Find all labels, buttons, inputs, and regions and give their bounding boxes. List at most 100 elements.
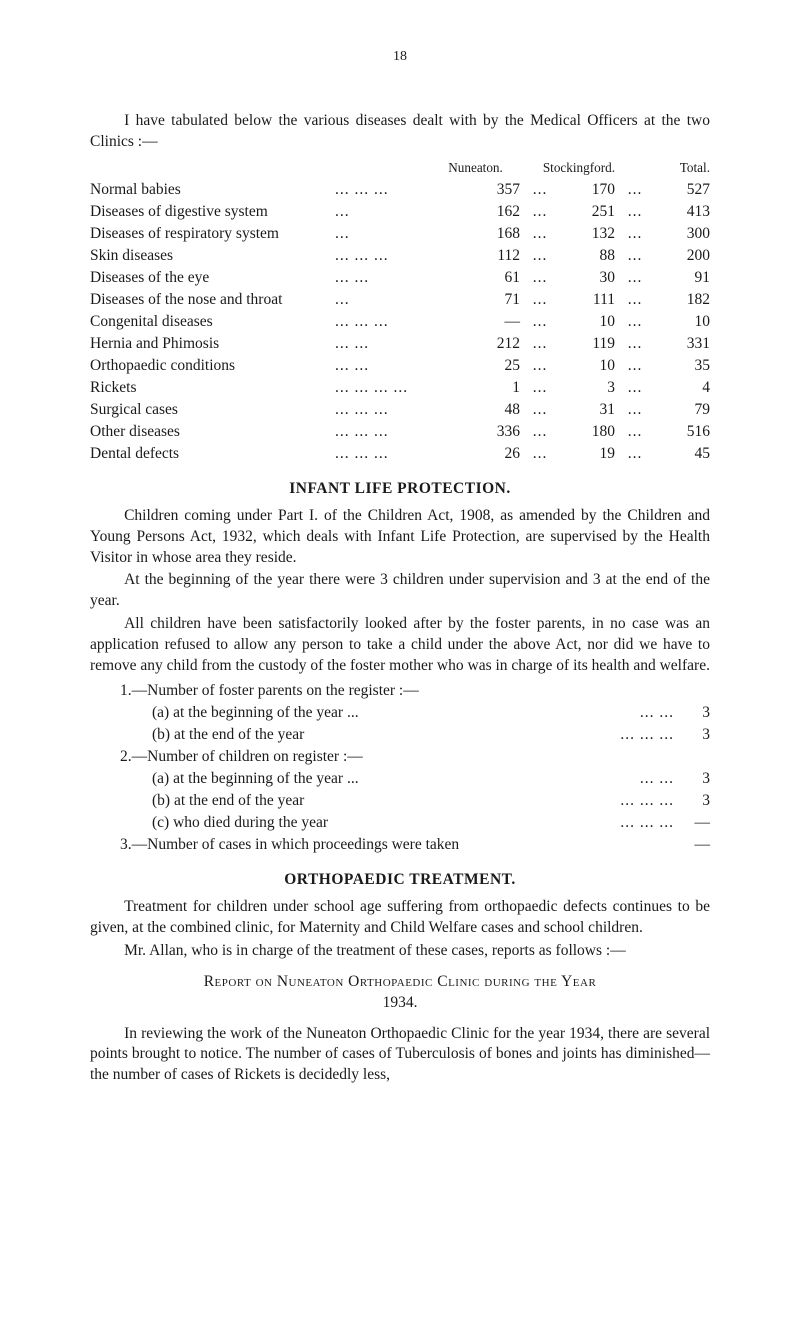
infant-p1: Children coming under Part I. of the Chi… (90, 506, 710, 569)
cell-nuneaton: 112 (465, 245, 520, 267)
row-label: Diseases of the nose and throat (90, 289, 332, 311)
cell-stockingford: 132 (560, 223, 615, 245)
row-label: Diseases of digestive system (90, 201, 332, 223)
report-head-line1: Report on Nuneaton Orthopaedic Clinic du… (90, 972, 710, 993)
list-text: (b) at the end of the year (152, 790, 614, 812)
dots: ... (615, 223, 655, 245)
list-item: (a) at the beginning of the year ... ...… (90, 702, 710, 724)
cell-nuneaton: 357 (465, 179, 520, 201)
list-value: 3 (680, 790, 710, 812)
heading-infant-life: INFANT LIFE PROTECTION. (90, 479, 710, 500)
list-value: 3 (680, 724, 710, 746)
cell-nuneaton: 26 (465, 443, 520, 465)
cell-total: 182 (655, 289, 710, 311)
row-label: Normal babies (90, 179, 332, 201)
row-label: Dental defects (90, 443, 332, 465)
cell-nuneaton: 1 (465, 377, 520, 399)
cell-total: 79 (655, 399, 710, 421)
list-text: 1.—Number of foster parents on the regis… (120, 680, 710, 702)
row-label: Diseases of respiratory system (90, 223, 332, 245)
dots: ... (520, 245, 560, 267)
list-value: — (680, 834, 710, 856)
table-row: Dental defects... ... ...26...19...45 (90, 443, 710, 465)
cell-stockingford: 3 (560, 377, 615, 399)
row-label: Rickets (90, 377, 332, 399)
list-text: 2.—Number of children on register :— (120, 746, 710, 768)
cell-nuneaton: 48 (465, 399, 520, 421)
dots: ... ... (332, 333, 465, 355)
ortho-p3: In reviewing the work of the Nuneaton Or… (90, 1024, 710, 1087)
dots: ... (520, 179, 560, 201)
cell-stockingford: 19 (560, 443, 615, 465)
dots: ... ... ... (332, 245, 465, 267)
cell-stockingford: 30 (560, 267, 615, 289)
cell-total: 91 (655, 267, 710, 289)
table-row: Surgical cases... ... ...48...31...79 (90, 399, 710, 421)
table-row: Hernia and Phimosis... ...212...119...33… (90, 333, 710, 355)
list-item: (b) at the end of the year ... ... ...3 (90, 790, 710, 812)
dots: ... ... ... (332, 179, 465, 201)
dots: ... (615, 289, 655, 311)
cell-total: 516 (655, 421, 710, 443)
table-row: Congenital diseases... ... ...—...10...1… (90, 311, 710, 333)
dots: ... (615, 443, 655, 465)
row-label: Skin diseases (90, 245, 332, 267)
cell-nuneaton: 71 (465, 289, 520, 311)
report-head-line2: 1934. (90, 993, 710, 1014)
infant-p2: At the beginning of the year there were … (90, 570, 710, 612)
cell-total: 331 (655, 333, 710, 355)
dots: ... (615, 355, 655, 377)
cell-stockingford: 119 (560, 333, 615, 355)
table-row: Diseases of digestive system ...162...25… (90, 201, 710, 223)
dots: ... (615, 399, 655, 421)
cell-nuneaton: 162 (465, 201, 520, 223)
cell-total: 527 (655, 179, 710, 201)
list-item: 3.—Number of cases in which proceedings … (90, 834, 710, 856)
dots: ... ... ... ... (332, 377, 465, 399)
dots: ... ... ... (332, 443, 465, 465)
col-total: Total. (655, 159, 710, 178)
row-label: Other diseases (90, 421, 332, 443)
list-text: (c) who died during the year (152, 812, 614, 834)
table-row: Skin diseases... ... ...112...88...200 (90, 245, 710, 267)
dots: ... (615, 179, 655, 201)
list-value: 3 (680, 702, 710, 724)
dots: ... (332, 201, 465, 223)
dots: ... (520, 311, 560, 333)
cell-stockingford: 10 (560, 355, 615, 377)
row-label: Congenital diseases (90, 311, 332, 333)
table-row: Other diseases... ... ...336...180...516 (90, 421, 710, 443)
table-row: Diseases of respiratory system ...168...… (90, 223, 710, 245)
dots: ... (615, 311, 655, 333)
dots: ... (520, 421, 560, 443)
table-row: Orthopaedic conditions... ...25...10...3… (90, 355, 710, 377)
list-item: (c) who died during the year ... ... ...… (90, 812, 710, 834)
cell-total: 35 (655, 355, 710, 377)
table-row: Diseases of the eye... ...61...30...91 (90, 267, 710, 289)
cell-stockingford: 111 (560, 289, 615, 311)
table-header: . . Nuneaton. . Stockingford. . Total. (90, 157, 710, 179)
list-text: (b) at the end of the year (152, 724, 614, 746)
cell-nuneaton: — (465, 311, 520, 333)
dots: ... (615, 421, 655, 443)
dots: ... ... ... (332, 421, 465, 443)
dots: ... (615, 377, 655, 399)
row-label: Surgical cases (90, 399, 332, 421)
row-label: Hernia and Phimosis (90, 333, 332, 355)
dots: ... (520, 443, 560, 465)
page-number: 18 (90, 48, 710, 67)
dots: ... (615, 267, 655, 289)
dots: ... (520, 267, 560, 289)
numbered-list: 1.—Number of foster parents on the regis… (90, 680, 710, 856)
cell-stockingford: 180 (560, 421, 615, 443)
cell-stockingford: 170 (560, 179, 615, 201)
cell-stockingford: 88 (560, 245, 615, 267)
dots: ... (615, 201, 655, 223)
cell-nuneaton: 61 (465, 267, 520, 289)
list-text: 3.—Number of cases in which proceedings … (120, 834, 668, 856)
list-item: (b) at the end of the year ... ... ...3 (90, 724, 710, 746)
dots: ... (332, 289, 465, 311)
list-value: 3 (680, 768, 710, 790)
cell-nuneaton: 25 (465, 355, 520, 377)
dots: ... (520, 355, 560, 377)
